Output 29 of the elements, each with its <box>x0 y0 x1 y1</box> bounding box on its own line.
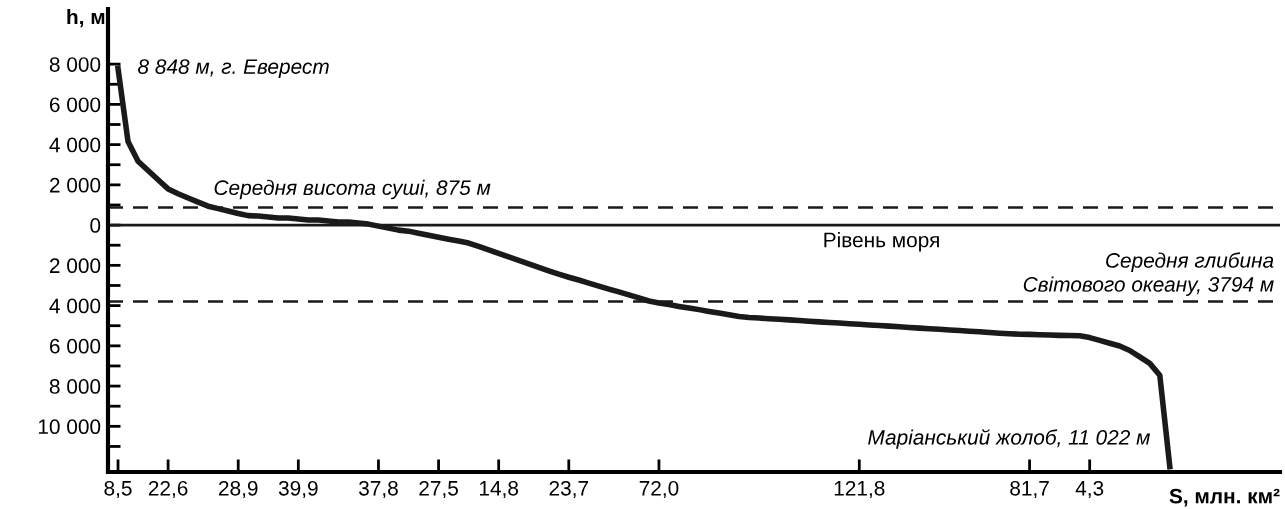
y-tick-label: 8 000 <box>49 379 101 394</box>
annotation: Маріанський жолоб, 11 022 м <box>868 429 1150 449</box>
y-tick-label: 4 000 <box>49 298 101 314</box>
ref-line-label: Середня глибина Світового океану, 3794 м <box>1023 252 1274 296</box>
x-tick-label: 72,0 <box>639 480 679 499</box>
y-tick-label: 8 000 <box>49 57 101 72</box>
y-tick-label: 4 000 <box>49 137 101 153</box>
y-tick-label: 0 <box>90 218 101 233</box>
x-tick-label: 14,8 <box>479 480 519 499</box>
annotation: 8 848 м, г. Еверест <box>138 59 329 79</box>
x-tick-label: 81,7 <box>1010 480 1049 499</box>
x-axis-title: S, млн. км² <box>1169 488 1280 507</box>
x-tick-label: 22,6 <box>148 480 188 499</box>
x-tick-label: 27,5 <box>419 480 458 499</box>
y-axis-title: h, м <box>67 9 105 28</box>
x-tick-label: 37,8 <box>358 480 398 499</box>
y-tick-label: 10 000 <box>38 419 101 435</box>
x-tick-label: 4,3 <box>1075 480 1104 499</box>
x-tick-label: 39,9 <box>278 480 318 499</box>
x-tick-label: 23,7 <box>549 480 589 499</box>
y-tick-label: 6 000 <box>49 97 101 113</box>
ref-line-label: Середня висота суші, 875 м <box>214 179 491 200</box>
y-tick-label: 2 000 <box>49 258 101 274</box>
ref-line-label: Рівень моря <box>824 232 939 252</box>
x-tick-label: 121,8 <box>834 480 885 499</box>
x-tick-label: 8,5 <box>104 480 132 499</box>
y-tick-label: 2 000 <box>49 177 101 193</box>
y-tick-label: 6 000 <box>49 338 101 354</box>
x-tick-label: 28,9 <box>219 480 258 499</box>
